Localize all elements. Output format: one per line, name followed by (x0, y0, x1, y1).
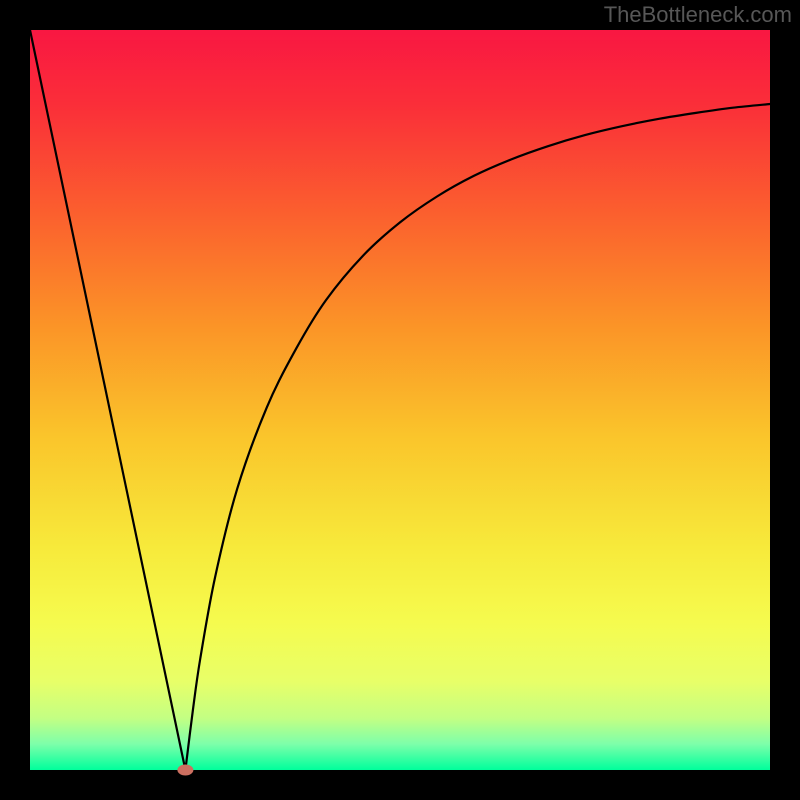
bottleneck-chart: TheBottleneck.com (0, 0, 800, 800)
min-marker (177, 765, 193, 776)
watermark-label: TheBottleneck.com (604, 2, 792, 28)
chart-svg (0, 0, 800, 800)
chart-plot-bg (30, 30, 770, 770)
